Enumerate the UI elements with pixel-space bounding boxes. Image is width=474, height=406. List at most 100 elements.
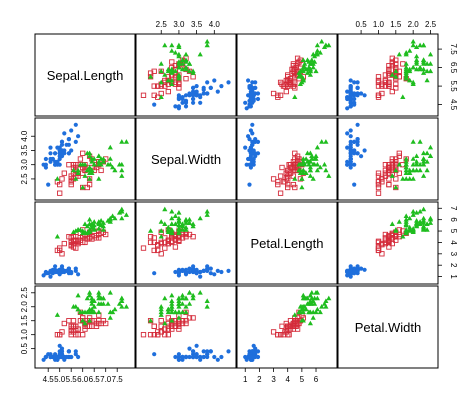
data-point-series-2 [123,212,129,217]
data-point-series-0 [198,269,203,275]
data-point-series-2 [427,220,434,225]
data-point-series-0 [348,134,353,139]
data-point-series-1 [155,83,161,89]
data-point-series-1 [172,244,179,250]
data-point-series-2 [162,221,168,226]
data-point-series-2 [110,213,116,218]
data-point-series-0 [53,269,58,275]
data-point-series-0 [41,357,46,362]
data-point-series-0 [59,151,65,156]
data-point-series-1 [73,162,79,168]
data-point-series-0 [362,148,367,153]
data-point-series-2 [410,226,416,231]
data-point-series-2 [410,161,416,167]
data-point-series-2 [403,161,409,167]
data-point-series-1 [96,231,102,238]
data-point-series-2 [300,57,306,62]
data-point-series-0 [251,148,256,153]
data-point-series-2 [300,317,306,323]
data-point-series-1 [382,173,389,179]
data-point-series-1 [140,245,147,251]
data-point-series-1 [379,251,385,257]
matrix-panels: Sepal.Length Sepal.Width Petal.Length Petal… [34,33,439,369]
data-point-series-1 [183,318,189,324]
data-point-series-0 [191,349,196,354]
tick-label-top: 3.0 [173,20,185,29]
data-point-series-2 [179,57,186,62]
data-point-series-2 [91,219,97,224]
data-point-series-2 [87,292,93,298]
data-point-series-2 [414,223,420,229]
data-point-series-0 [226,268,231,273]
data-point-series-2 [112,306,118,312]
data-point-series-2 [158,309,164,315]
data-point-series-0 [176,352,181,357]
data-point-series-1 [165,315,171,321]
data-point-series-2 [169,309,175,315]
data-point-series-0 [247,182,252,187]
data-point-series-1 [151,235,157,241]
data-point-series-1 [275,332,281,338]
data-point-series-0 [205,91,210,96]
tick-label-bottom: 5.0 [54,375,66,384]
data-point-series-0 [48,151,53,156]
data-point-series-2 [403,213,409,218]
data-point-series-0 [348,100,353,105]
data-point-series-2 [304,57,311,62]
data-point-series-0 [352,148,357,153]
data-point-series-0 [180,100,185,105]
data-point-series-2 [169,301,175,306]
data-point-series-2 [410,139,416,144]
data-point-series-2 [407,176,413,181]
data-point-series-1 [294,315,301,321]
tick-label-bottom: 6.5 [89,375,101,384]
data-point-series-0 [173,269,178,275]
data-point-series-0 [191,100,196,105]
data-point-series-2 [96,309,102,315]
data-point-series-2 [169,292,175,298]
data-point-series-2 [54,233,60,239]
data-point-series-1 [285,184,291,191]
data-point-series-2 [186,290,193,295]
data-point-series-0 [348,93,353,98]
data-point-series-2 [314,144,320,150]
data-point-series-2 [296,167,302,173]
data-point-series-2 [169,48,175,53]
data-point-series-2 [306,161,312,167]
data-point-series-0 [64,268,69,273]
data-point-series-2 [186,68,193,74]
data-point-series-0 [359,266,364,271]
data-point-series-2 [148,317,154,323]
data-point-series-1 [169,238,175,244]
data-point-series-2 [204,42,210,48]
panel-0-3 [337,33,439,117]
data-point-series-0 [176,104,181,109]
panel-0-0: Sepal.Length [34,33,136,117]
tick-label-bottom: 1 [243,375,248,384]
data-point-series-2 [107,161,113,167]
data-point-series-0 [243,145,248,150]
data-point-series-0 [352,102,357,107]
data-point-series-2 [165,68,171,74]
data-point-series-2 [297,81,303,86]
data-point-series-1 [280,332,287,338]
variable-label: Sepal.Width [151,152,221,167]
tick-label-right: 7 [449,206,458,211]
data-point-series-2 [186,216,193,222]
data-point-series-1 [290,320,297,327]
data-point-series-2 [80,230,86,236]
data-point-series-1 [68,179,74,185]
data-point-series-0 [201,268,206,273]
data-point-series-2 [403,66,409,72]
data-point-series-1 [270,176,277,182]
data-point-series-0 [247,104,252,109]
data-point-series-2 [176,219,182,224]
data-point-series-2 [314,161,320,167]
data-point-series-2 [424,159,430,164]
data-point-series-2 [169,304,175,309]
data-point-series-0 [48,354,53,360]
data-point-series-0 [247,137,252,142]
data-point-series-2 [162,295,168,301]
data-point-series-2 [417,221,423,226]
data-point-series-0 [345,145,350,150]
